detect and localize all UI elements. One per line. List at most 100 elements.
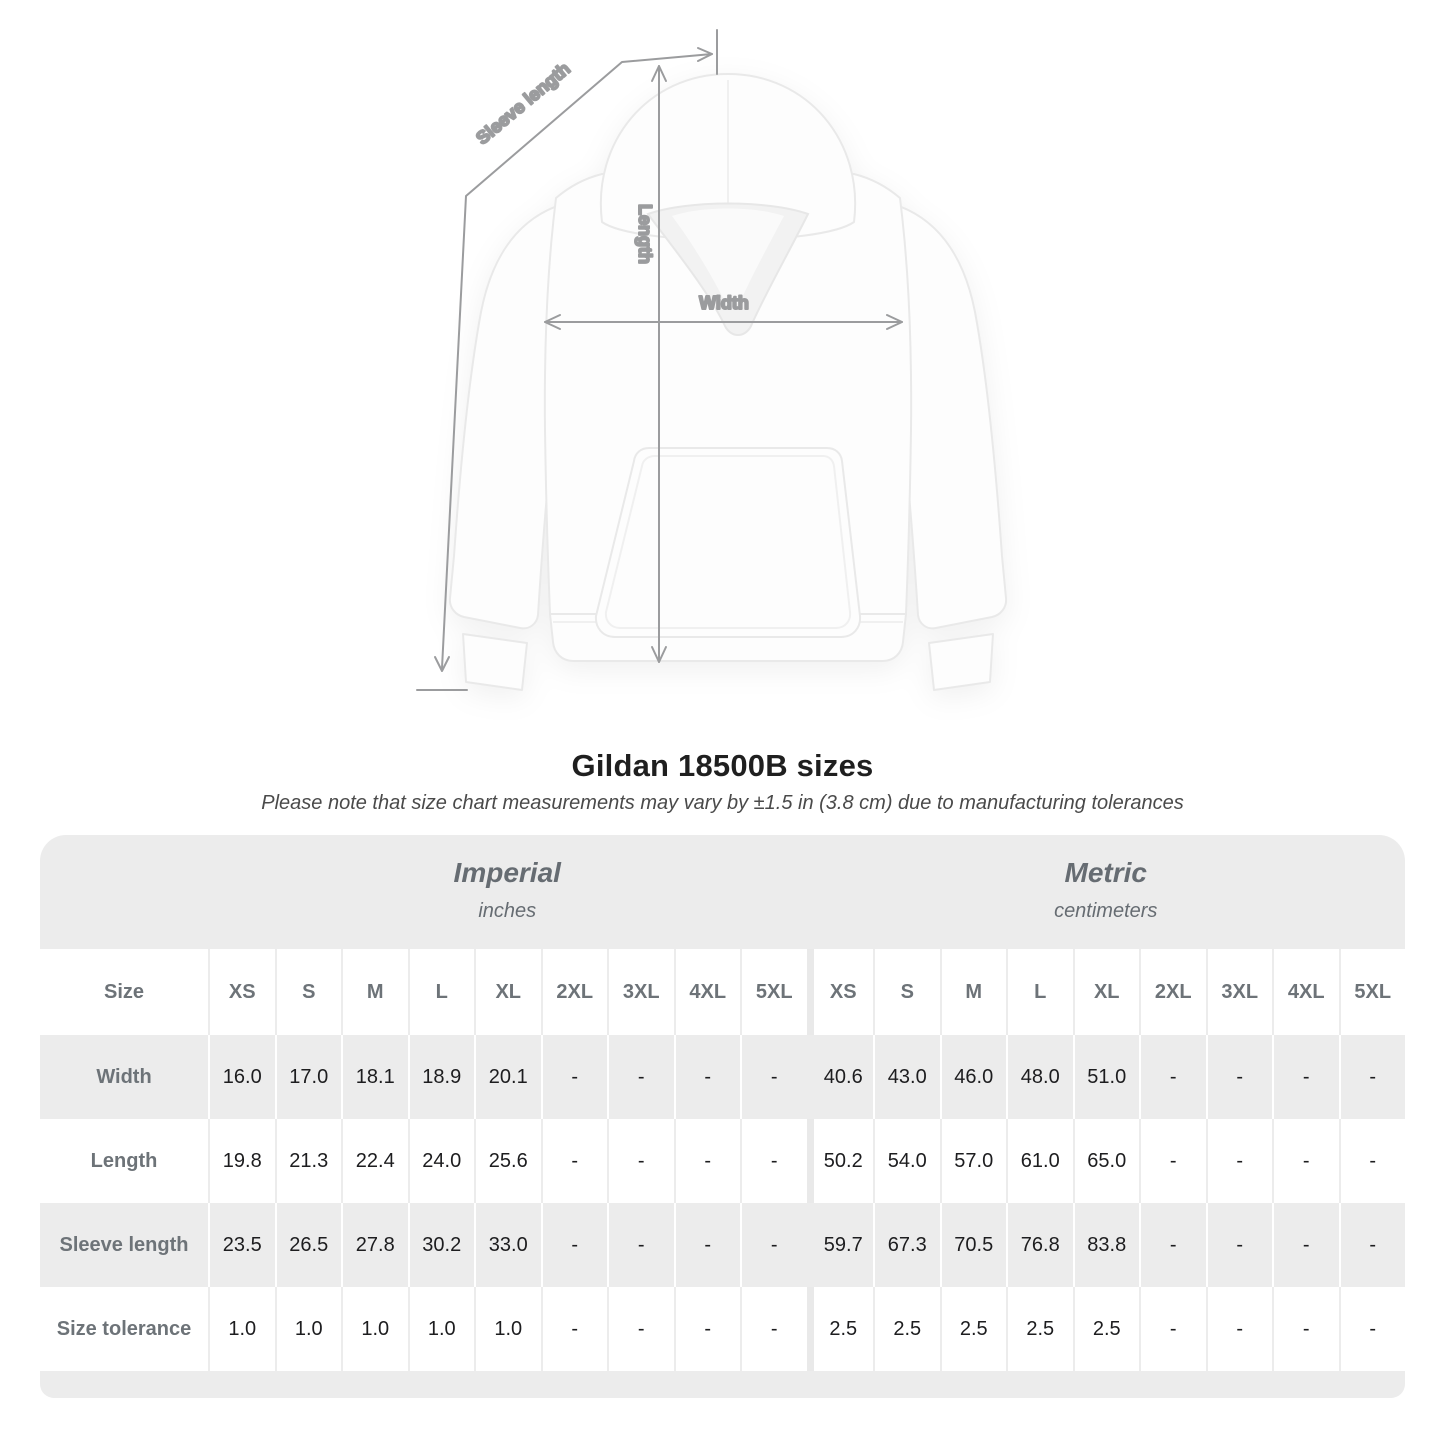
- sleeve-length-line: [441, 53, 713, 669]
- metric-value: 59.7: [806, 1203, 874, 1287]
- size-header-row: Size XS S M L XL 2XL 3XL 4XL 5XL XS S M L XL 2XL 3XL 4XL 5…: [40, 949, 1405, 1035]
- metric-value: 46.0: [939, 1035, 1007, 1119]
- metric-value: 61.0: [1006, 1119, 1073, 1203]
- imperial-value: -: [673, 1035, 741, 1119]
- imperial-value: 1.0: [407, 1287, 475, 1371]
- length-arrowhead-down: [651, 646, 667, 663]
- metric-value: -: [1205, 1287, 1273, 1371]
- metric-value: -: [1338, 1035, 1406, 1119]
- imperial-value: 26.5: [274, 1203, 342, 1287]
- metric-value: 83.8: [1072, 1203, 1140, 1287]
- imperial-value: -: [740, 1035, 807, 1119]
- imperial-value: -: [540, 1203, 608, 1287]
- metric-value: 51.0: [1072, 1035, 1140, 1119]
- size-column-header: Size: [103, 980, 145, 1003]
- imperial-value: -: [540, 1035, 608, 1119]
- imperial-value: -: [607, 1203, 674, 1287]
- hoodie-illustration: [448, 73, 1008, 691]
- metric-value: 67.3: [873, 1203, 940, 1287]
- metric-value: -: [1338, 1287, 1406, 1371]
- left-cuff: [462, 633, 528, 691]
- imperial-value: -: [607, 1035, 674, 1119]
- metric-size-header-l: L: [1006, 949, 1073, 1035]
- metric-value: 65.0: [1072, 1119, 1140, 1203]
- imperial-value: 16.0: [208, 1035, 275, 1119]
- imperial-value: -: [540, 1119, 608, 1203]
- metric-value: -: [1205, 1203, 1273, 1287]
- imperial-value: 1.0: [474, 1287, 541, 1371]
- imperial-size-header-5xl: 5XL: [740, 949, 807, 1035]
- metric-value: -: [1272, 1035, 1339, 1119]
- metric-value: -: [1139, 1035, 1206, 1119]
- row-label: Sleeve length: [59, 1233, 189, 1256]
- metric-size-header-m: M: [939, 949, 1007, 1035]
- imperial-value: 1.0: [274, 1287, 342, 1371]
- metric-size-header-xl: XL: [1072, 949, 1140, 1035]
- imperial-value: 33.0: [474, 1203, 541, 1287]
- imperial-value: 25.6: [474, 1119, 541, 1203]
- imperial-value: 17.0: [274, 1035, 342, 1119]
- imperial-value: 27.8: [341, 1203, 408, 1287]
- measurement-row-size-tolerance: Size tolerance 1.0 1.0 1.0 1.0 1.0- - - -2.5 2.5 2…: [40, 1287, 1405, 1371]
- width-arrowhead-right: [886, 314, 903, 330]
- imperial-value: 1.0: [341, 1287, 408, 1371]
- metric-value: 76.8: [1006, 1203, 1073, 1287]
- width-label: Width: [699, 293, 749, 313]
- size-chart-table: Imperial inches Metric centimeters Size X…: [40, 835, 1405, 1398]
- pocket-stitch-line: [604, 455, 852, 629]
- metric-value: 2.5: [873, 1287, 940, 1371]
- metric-value: -: [1205, 1035, 1273, 1119]
- metric-value: -: [1139, 1287, 1206, 1371]
- metric-value: -: [1205, 1119, 1273, 1203]
- metric-value: -: [1272, 1287, 1339, 1371]
- imperial-value: -: [740, 1287, 807, 1371]
- imperial-value: 21.3: [274, 1119, 342, 1203]
- metric-value: 2.5: [1006, 1287, 1073, 1371]
- right-cuff: [928, 633, 994, 691]
- row-label: Size tolerance: [56, 1317, 192, 1340]
- imperial-value: -: [673, 1203, 741, 1287]
- metric-value: 2.5: [939, 1287, 1007, 1371]
- imperial-value: -: [540, 1287, 608, 1371]
- imperial-value: 24.0: [407, 1119, 475, 1203]
- tolerance-note: Please note that size chart measurements…: [261, 792, 1184, 814]
- unit-header-band: Imperial inches Metric centimeters: [40, 835, 1405, 949]
- imperial-size-header-l: L: [407, 949, 475, 1035]
- metric-value: 43.0: [873, 1035, 940, 1119]
- metric-value: -: [1139, 1119, 1206, 1203]
- metric-value: -: [1139, 1203, 1206, 1287]
- imperial-unit: inches: [478, 900, 537, 922]
- imperial-value: -: [740, 1119, 807, 1203]
- imperial-value: -: [740, 1203, 807, 1287]
- imperial-size-header-xs: XS: [208, 949, 275, 1035]
- metric-unit: centimeters: [1054, 900, 1158, 922]
- metric-size-header-3xl: 3XL: [1205, 949, 1273, 1035]
- metric-value: 48.0: [1006, 1035, 1073, 1119]
- imperial-value: -: [673, 1119, 741, 1203]
- page-title: Gildan 18500B sizes: [571, 748, 874, 783]
- imperial-size-header-2xl: 2XL: [540, 949, 608, 1035]
- imperial-value: 19.8: [208, 1119, 275, 1203]
- metric-size-header-2xl: 2XL: [1139, 949, 1206, 1035]
- imperial-value: 1.0: [208, 1287, 275, 1371]
- sleeve-length-arrowhead-bottom: [434, 656, 450, 672]
- metric-value: 57.0: [939, 1119, 1007, 1203]
- hoodie-measurement-diagram: Sleeve length Length Width: [416, 29, 1008, 691]
- hood-inner-panel: [672, 208, 784, 306]
- metric-value: -: [1272, 1203, 1339, 1287]
- metric-header-group: Metric centimeters: [807, 857, 1406, 923]
- imperial-header-group: Imperial inches: [208, 857, 807, 923]
- metric-value: -: [1338, 1203, 1406, 1287]
- measurement-row-length: Length 19.8 21.3 22.4 24.0 25.6- - - -50.2 54.0 57…: [40, 1119, 1405, 1203]
- imperial-size-header-xl: XL: [474, 949, 541, 1035]
- imperial-size-header-4xl: 4XL: [673, 949, 741, 1035]
- metric-value: 50.2: [806, 1119, 874, 1203]
- imperial-value: 22.4: [341, 1119, 408, 1203]
- imperial-value: -: [673, 1287, 741, 1371]
- imperial-value: 20.1: [474, 1035, 541, 1119]
- imperial-value: 18.9: [407, 1035, 475, 1119]
- metric-size-header-s: S: [873, 949, 940, 1035]
- width-arrowhead-left: [544, 314, 561, 330]
- measurement-row-sleeve-length: Sleeve length 23.5 26.5 27.8 30.2 33.0- - - -59.…: [40, 1203, 1405, 1287]
